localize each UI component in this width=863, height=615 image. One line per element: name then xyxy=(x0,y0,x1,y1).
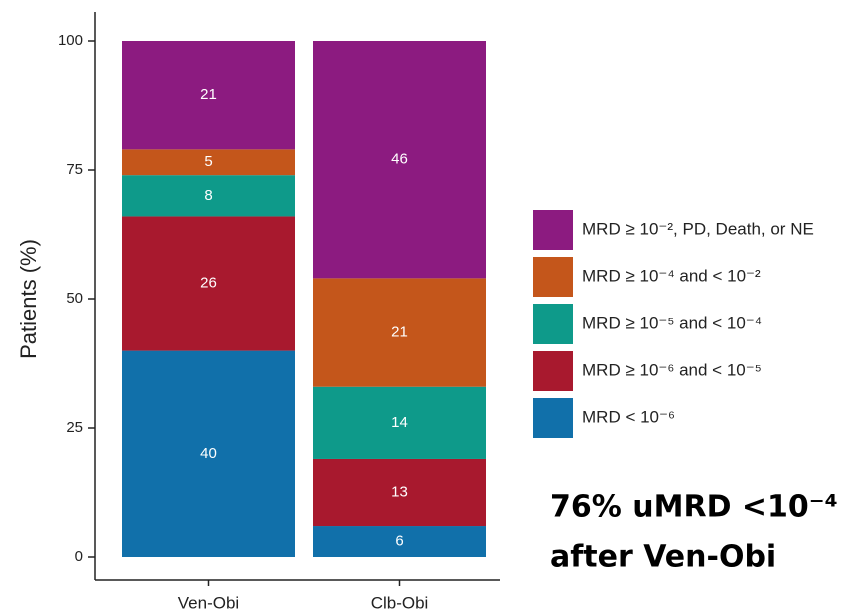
bar-segment xyxy=(313,386,486,459)
annotation: 76% uMRD <10⁻⁴ xyxy=(550,490,838,525)
y-axis-label: Patients (%) xyxy=(16,239,41,359)
annotation: after Ven-Obi xyxy=(550,540,776,575)
legend-label: MRD < 10⁻⁶ xyxy=(582,407,675,426)
y-tick-label: 25 xyxy=(66,419,83,436)
data-label: 21 xyxy=(200,86,217,103)
x-tick-label: Clb-Obi xyxy=(371,593,429,612)
y-tick-label: 100 xyxy=(58,32,83,49)
data-label: 21 xyxy=(391,324,408,341)
legend-label: MRD ≥ 10⁻⁴ and < 10⁻² xyxy=(582,266,761,285)
legend-swatch xyxy=(533,351,573,391)
bar-segment xyxy=(313,458,486,527)
bar-segment xyxy=(122,175,295,217)
x-tick-label: Ven-Obi xyxy=(178,593,239,612)
data-label: 46 xyxy=(391,151,408,168)
y-tick-label: 0 xyxy=(75,548,83,565)
data-label: 5 xyxy=(204,153,212,170)
legend-label: MRD ≥ 10⁻², PD, Death, or NE xyxy=(582,219,814,238)
legend-swatch xyxy=(533,304,573,344)
data-label: 8 xyxy=(204,187,212,204)
bar-segment xyxy=(313,526,486,557)
legend-swatch xyxy=(533,257,573,297)
legend-label: MRD ≥ 10⁻⁵ and < 10⁻⁴ xyxy=(582,313,762,332)
y-tick-label: 75 xyxy=(66,161,83,178)
bar-segment xyxy=(122,41,295,150)
bar-segment xyxy=(122,350,295,557)
bar-segment xyxy=(122,149,295,176)
y-tick-label: 50 xyxy=(66,290,83,307)
data-label: 6 xyxy=(395,532,403,549)
legend-swatch xyxy=(533,210,573,250)
legend-swatch xyxy=(533,398,573,438)
legend-label: MRD ≥ 10⁻⁶ and < 10⁻⁵ xyxy=(582,360,762,379)
data-label: 13 xyxy=(391,483,408,500)
data-label: 14 xyxy=(391,414,408,431)
data-label: 40 xyxy=(200,445,217,462)
bar-segment xyxy=(122,216,295,351)
bar-segment xyxy=(313,41,486,279)
data-label: 26 xyxy=(200,274,217,291)
bar-segment xyxy=(313,278,486,387)
